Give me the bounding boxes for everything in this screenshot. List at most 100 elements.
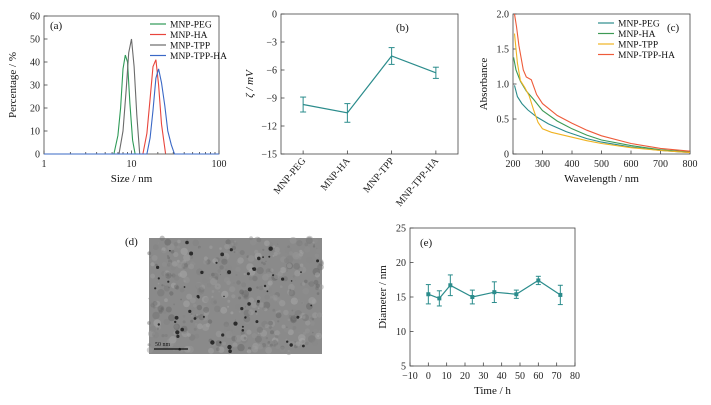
tem-texture-grain xyxy=(287,318,291,322)
tem-texture-grain xyxy=(314,272,320,278)
tem-texture-grain xyxy=(202,278,208,284)
tem-texture-grain xyxy=(277,243,279,245)
tem-texture-grain xyxy=(305,236,313,244)
tem-texture-grain xyxy=(246,350,249,353)
tem-texture-grain xyxy=(252,275,258,282)
tem-texture-grain xyxy=(272,254,275,257)
tem-texture-grain xyxy=(290,317,297,324)
tem-texture-grain xyxy=(293,257,300,263)
panel-a-y-tick-label: 40 xyxy=(30,58,40,69)
tem-texture-grain xyxy=(302,315,306,320)
tem-texture-grain xyxy=(286,263,292,269)
tem-nanoparticle xyxy=(302,344,305,348)
panel-b-plot-frame xyxy=(280,13,459,155)
panel-e-y-tick-label: 25 xyxy=(396,224,406,235)
panel-a-x-axis-label: Size / nm xyxy=(111,173,153,185)
tem-texture-grain xyxy=(237,257,244,264)
tem-texture-grain xyxy=(273,298,277,302)
tem-texture-grain xyxy=(170,282,177,289)
panel-a-y-axis-label: Percentage / % xyxy=(7,52,19,118)
tem-nanoparticle xyxy=(167,280,170,283)
tem-texture-grain xyxy=(302,314,309,322)
tem-texture-grain xyxy=(288,289,296,297)
tem-texture-grain xyxy=(257,343,264,350)
tem-texture-grain xyxy=(276,298,283,304)
tem-texture-grain xyxy=(286,255,294,263)
tem-texture-grain xyxy=(262,287,264,289)
tem-texture-grain xyxy=(318,284,324,290)
tem-texture-grain xyxy=(238,286,246,293)
panel-a-x-tick-label: 1 xyxy=(42,159,47,170)
tem-texture-grain xyxy=(179,287,185,293)
tem-texture-grain xyxy=(274,246,280,253)
tem-texture-grain xyxy=(257,332,260,334)
tem-texture-grain xyxy=(295,299,297,301)
tem-texture-grain xyxy=(279,332,281,335)
panel-c-x-tick-label: 800 xyxy=(683,159,698,170)
tem-nanoparticle xyxy=(200,270,204,275)
tem-texture-grain xyxy=(270,268,274,272)
tem-texture-grain xyxy=(188,263,195,270)
tem-texture-grain xyxy=(280,345,285,350)
tem-texture-grain xyxy=(163,270,171,278)
panel-a-series-line-mnp-ha xyxy=(44,59,219,155)
tem-texture-grain xyxy=(300,312,306,319)
tem-texture-grain xyxy=(157,282,160,285)
tem-texture-grain xyxy=(306,256,313,264)
tem-texture-grain xyxy=(277,251,281,255)
tem-texture-grain xyxy=(308,281,315,287)
tem-texture-grain xyxy=(310,317,313,320)
panel-b-y-tick-label: −3 xyxy=(266,38,277,49)
tem-texture-grain xyxy=(312,241,315,244)
tem-texture-grain xyxy=(160,307,164,311)
tem-texture-grain xyxy=(283,327,290,333)
tem-texture-grain xyxy=(223,308,225,310)
tem-texture-grain xyxy=(265,336,268,340)
panel-a-x-tick-label: 100 xyxy=(212,159,227,170)
tem-texture-grain xyxy=(181,330,189,338)
panel-e-x-tick-label: 80 xyxy=(570,371,580,382)
panel-e-x-tick-label: −10 xyxy=(402,371,418,382)
tem-texture-grain xyxy=(300,282,303,286)
panel-b-label: (b) xyxy=(396,22,409,34)
panel-d-tem-image: 50 nm (d) xyxy=(125,235,324,356)
tem-nanoparticle xyxy=(254,310,257,313)
panel-e-x-axis-label: Time / h xyxy=(474,385,511,397)
tem-texture-grain xyxy=(283,309,289,316)
tem-texture-grain xyxy=(306,302,313,310)
tem-texture-grain xyxy=(275,312,282,319)
tem-texture-grain xyxy=(168,259,172,264)
tem-texture-grain xyxy=(301,301,304,304)
tem-texture-grain xyxy=(235,250,239,254)
panel-e-y-tick-label: 20 xyxy=(396,258,406,269)
tem-texture-grain xyxy=(157,305,165,313)
panel-e-data-point xyxy=(492,290,497,295)
tem-texture-grain xyxy=(186,293,193,300)
tem-texture-grain xyxy=(213,300,217,304)
tem-texture-grain xyxy=(189,261,195,267)
tem-texture-grain xyxy=(182,259,187,264)
tem-texture-grain xyxy=(317,263,324,271)
tem-texture-grain xyxy=(261,261,264,264)
tem-texture-grain xyxy=(148,297,150,300)
tem-nanoparticle xyxy=(197,296,200,299)
tem-nanoparticle xyxy=(185,240,189,245)
tem-texture-grain xyxy=(302,287,310,295)
tem-texture-grain xyxy=(315,283,320,288)
tem-texture-grain xyxy=(238,296,242,300)
tem-texture-grain xyxy=(267,319,276,328)
tem-texture-grain xyxy=(157,289,165,297)
panel-e-data-point xyxy=(437,296,442,301)
tem-texture-grain xyxy=(240,334,248,342)
tem-texture-grain xyxy=(156,327,159,331)
panel-e-data-point xyxy=(514,292,519,297)
tem-texture-grain xyxy=(313,279,319,285)
tem-texture-grain xyxy=(305,235,314,243)
tem-texture-grain xyxy=(258,302,265,308)
tem-texture-grain xyxy=(290,273,298,281)
tem-texture-grain xyxy=(223,254,229,260)
tem-texture-grain xyxy=(173,242,178,247)
panel-e-x-tick-label: 60 xyxy=(533,371,543,382)
tem-nanoparticle xyxy=(227,270,232,275)
tem-texture-grain xyxy=(237,343,245,352)
